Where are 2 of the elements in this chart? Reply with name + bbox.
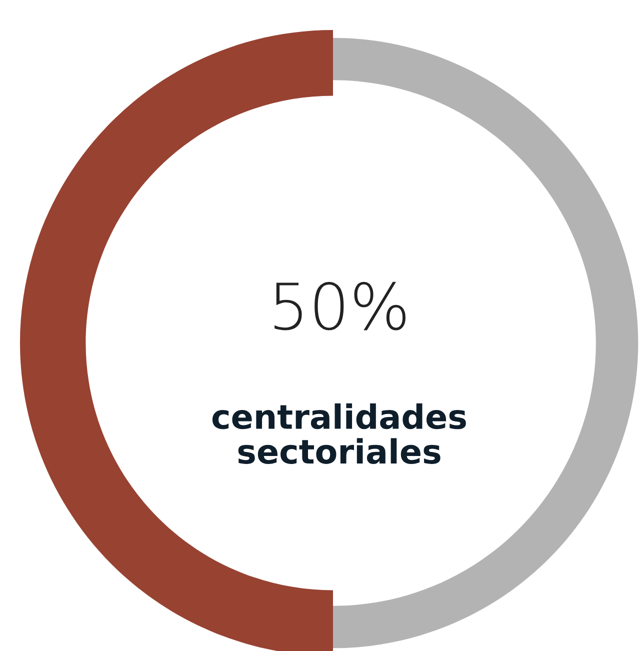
text: centralidades sectoriales xyxy=(212,403,466,464)
text: 50% xyxy=(274,282,406,330)
